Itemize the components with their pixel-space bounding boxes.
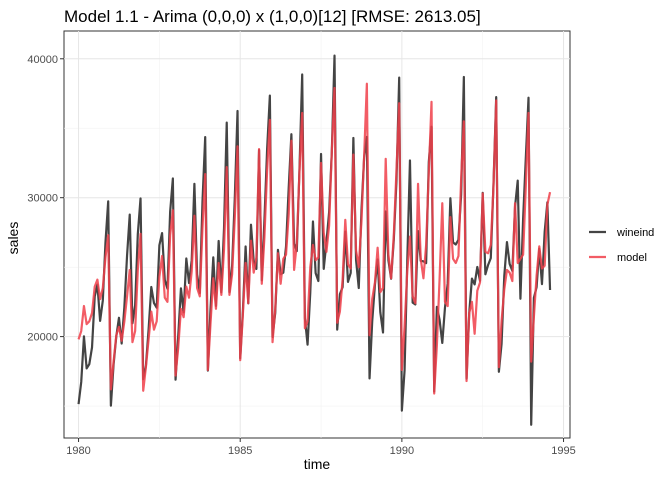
gridlines <box>64 31 570 438</box>
legend: wineind model <box>589 227 654 264</box>
x-tick-label: 1980 <box>66 445 90 457</box>
x-tick-label: 1995 <box>551 445 575 457</box>
x-tick-label: 1990 <box>390 445 414 457</box>
x-axis-title: time <box>304 456 331 472</box>
series-lines <box>77 54 552 426</box>
legend-label-model: model <box>617 252 647 264</box>
y-axis: 20000 30000 40000 <box>27 54 64 344</box>
y-tick-label: 20000 <box>27 332 58 344</box>
x-axis: 1980 1985 1990 1995 <box>66 438 576 457</box>
x-tick-label: 1985 <box>228 445 252 457</box>
chart-title: Model 1.1 - Arima (0,0,0) x (1,0,0)[12] … <box>64 7 481 26</box>
y-tick-label: 30000 <box>27 193 58 205</box>
y-tick-label: 40000 <box>27 54 58 66</box>
y-axis-title: sales <box>5 222 21 255</box>
series-line-model <box>77 82 552 395</box>
legend-label-wineind: wineind <box>616 227 654 239</box>
